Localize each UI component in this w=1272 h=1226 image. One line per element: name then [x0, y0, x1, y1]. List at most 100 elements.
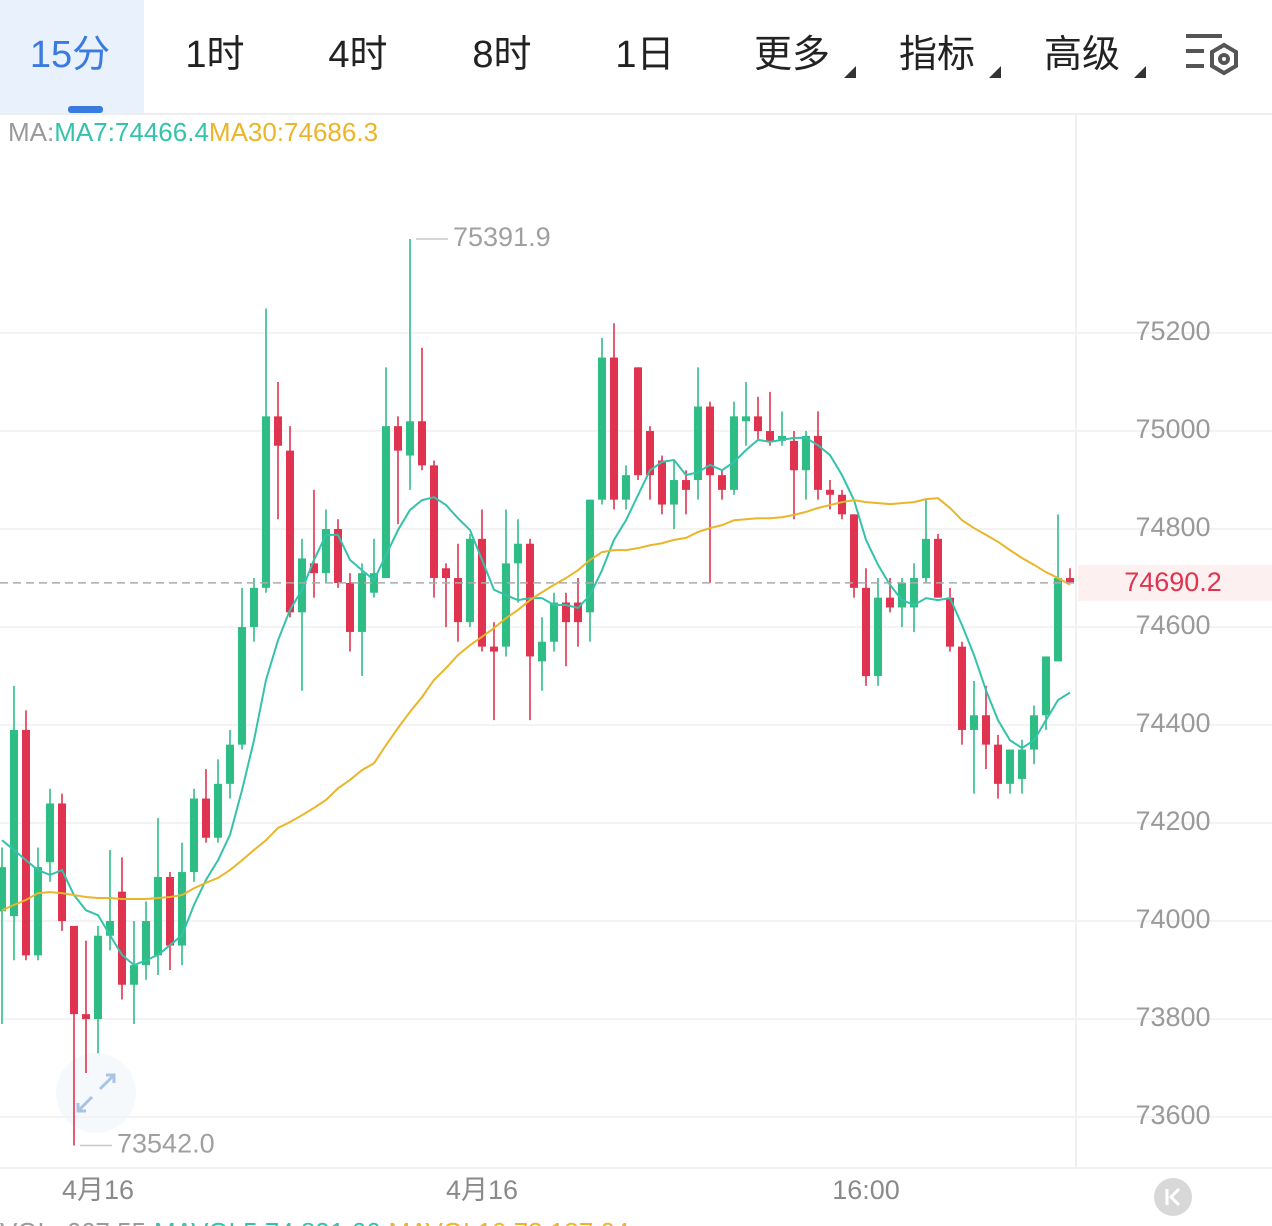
ma-legend: MA:MA7:74466.4MA30:74686.3 — [8, 117, 378, 147]
vol-legend-item: VOL: 667.55 — [0, 1217, 146, 1226]
candle-body — [754, 416, 762, 432]
x-tick-label: 16:00 — [832, 1175, 900, 1205]
annotation-label: 75391.9 — [453, 222, 551, 252]
candle-body — [562, 602, 570, 623]
candle-body — [502, 563, 510, 647]
x-tick-label: 4月16 — [446, 1175, 518, 1205]
tab[interactable]: 1日 — [615, 34, 674, 76]
y-tick-label: 74200 — [1135, 806, 1210, 836]
candle-body — [82, 1014, 90, 1020]
candle-body — [46, 803, 54, 863]
candle-body — [1066, 578, 1074, 583]
candle-body — [922, 538, 930, 579]
candle-body — [634, 367, 642, 476]
expand-button[interactable] — [56, 1053, 136, 1133]
candle-body — [898, 582, 906, 608]
candle-body — [346, 582, 354, 632]
active-tab-indicator — [68, 106, 103, 113]
candle-body — [0, 867, 6, 912]
candle-body — [166, 876, 174, 946]
candle-body — [886, 597, 894, 608]
candle-body — [10, 729, 18, 917]
candle-body — [406, 421, 414, 456]
tab[interactable]: 15分 — [30, 34, 110, 76]
candle-body — [694, 406, 702, 481]
candle-body — [190, 798, 198, 873]
candle-body — [70, 925, 78, 1015]
candle-body — [538, 641, 546, 662]
tab[interactable]: 1时 — [185, 34, 244, 76]
ma-line — [1, 436, 1071, 967]
candle-body — [1030, 715, 1038, 750]
candle-body — [766, 431, 774, 441]
vol-legend-item: MAVOL5:74,891.66 — [154, 1217, 380, 1226]
candle-body — [34, 867, 42, 956]
candle-body — [742, 416, 750, 422]
candle-body — [514, 543, 522, 564]
candle-body — [238, 627, 246, 745]
candle-body — [622, 475, 630, 500]
tab[interactable]: 8时 — [472, 34, 531, 76]
candle-body — [106, 921, 114, 936]
candle-body — [574, 602, 582, 623]
candle-body — [226, 744, 234, 784]
candle-body — [1006, 749, 1014, 784]
candle-body — [142, 921, 150, 966]
candle-body — [274, 416, 282, 446]
tab[interactable]: 更多 — [754, 34, 830, 76]
candle-body — [1054, 578, 1062, 662]
candle-body — [718, 475, 726, 490]
candle-body — [154, 876, 162, 956]
tab-arrows — [844, 66, 1146, 78]
candle-body — [442, 568, 450, 579]
candle-body — [910, 578, 918, 608]
candle-body — [826, 489, 834, 495]
back-to-latest-button[interactable] — [1154, 1178, 1192, 1216]
y-tick-label: 74800 — [1135, 512, 1210, 542]
candle-body — [22, 729, 30, 956]
candle-body — [790, 440, 798, 471]
candle-body — [958, 646, 966, 730]
active-tab-bg — [0, 0, 144, 113]
ma-legend-item: MA7:74466.4 — [54, 117, 209, 147]
candle-body — [610, 357, 618, 500]
candle-body — [670, 480, 678, 505]
candle-body — [118, 891, 126, 985]
y-tick-label: 73600 — [1135, 1100, 1210, 1130]
candle-body — [322, 529, 330, 574]
tab[interactable]: 指标 — [899, 34, 975, 76]
candle-body — [706, 406, 714, 476]
ma-legend-prefix: MA: — [8, 117, 54, 147]
candle-body — [310, 563, 318, 574]
candle-body — [298, 558, 306, 613]
annotation-label: 73542.0 — [117, 1129, 215, 1159]
candle-body — [850, 514, 858, 588]
candle-body — [934, 538, 942, 598]
candle-body — [586, 499, 594, 613]
candle-body — [250, 587, 258, 628]
candle-body — [658, 460, 666, 505]
candle-body — [358, 573, 366, 632]
candle-body — [970, 715, 978, 730]
candles — [0, 239, 1074, 1146]
candle-body — [430, 465, 438, 579]
candle-body — [478, 538, 486, 647]
candle-body — [682, 480, 690, 490]
x-tick-label: 4月16 — [62, 1175, 134, 1205]
candle-body — [262, 416, 270, 588]
candle-body — [838, 494, 846, 515]
y-tick-label: 74600 — [1135, 610, 1210, 640]
candle-body — [982, 715, 990, 745]
last-price-label: 74690.2 — [1124, 567, 1222, 597]
candle-body — [598, 357, 606, 500]
candle-body — [1018, 749, 1026, 779]
candle-body — [334, 529, 342, 583]
candle-body — [382, 426, 390, 579]
candle-body — [490, 646, 498, 652]
candle-body — [946, 597, 954, 647]
settings-icon[interactable] — [1186, 34, 1238, 76]
tab[interactable]: 4时 — [328, 34, 387, 76]
candle-body — [874, 597, 882, 677]
tab[interactable]: 高级 — [1044, 34, 1120, 76]
